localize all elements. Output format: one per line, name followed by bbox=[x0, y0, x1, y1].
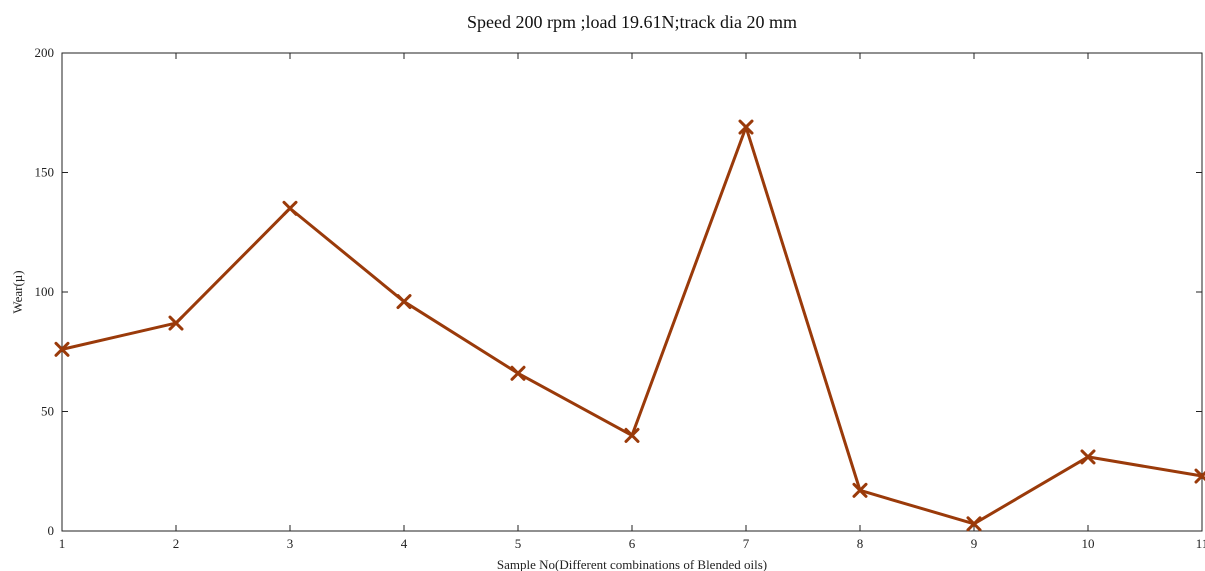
x-tick-label: 3 bbox=[287, 536, 294, 551]
x-tick-label: 2 bbox=[173, 536, 180, 551]
y-tick-label: 200 bbox=[35, 45, 55, 60]
data-point-marker bbox=[624, 427, 640, 443]
x-tick-label: 4 bbox=[401, 536, 408, 551]
data-point-marker bbox=[510, 365, 526, 381]
series-layer bbox=[54, 119, 1205, 532]
data-point-marker bbox=[852, 482, 868, 498]
y-tick-label: 100 bbox=[35, 284, 55, 299]
data-point-marker bbox=[396, 294, 412, 310]
x-tick-label: 1 bbox=[59, 536, 66, 551]
y-axis-ticks: 0 50 100 150 200 bbox=[35, 45, 1202, 538]
y-axis-title: Wear(µ) bbox=[10, 270, 25, 313]
x-tick-label: 5 bbox=[515, 536, 522, 551]
y-tick-label: 150 bbox=[35, 165, 55, 180]
x-axis-title: Sample No(Different combinations of Blen… bbox=[497, 557, 767, 571]
x-tick-label: 8 bbox=[857, 536, 864, 551]
x-tick-label: 9 bbox=[971, 536, 978, 551]
data-point-marker bbox=[282, 200, 298, 216]
x-tick-label: 11 bbox=[1196, 536, 1205, 551]
data-point-marker bbox=[738, 119, 754, 135]
data-point-marker bbox=[1194, 468, 1205, 484]
data-point-marker bbox=[54, 341, 70, 357]
data-point-marker bbox=[1080, 449, 1096, 465]
x-tick-label: 7 bbox=[743, 536, 750, 551]
data-point-marker bbox=[168, 315, 184, 331]
series-line bbox=[61, 125, 1203, 526]
y-tick-label: 50 bbox=[41, 404, 54, 419]
x-axis-ticks: 1 2 3 4 5 6 7 8 9 10 11 bbox=[59, 53, 1205, 551]
y-tick-label: 0 bbox=[48, 523, 55, 538]
data-point-marker bbox=[966, 516, 982, 532]
x-tick-label: 10 bbox=[1082, 536, 1095, 551]
plot-frame bbox=[61, 52, 1203, 532]
x-tick-label: 6 bbox=[629, 536, 636, 551]
chart-title: Speed 200 rpm ;load 19.61N;track dia 20 … bbox=[467, 12, 797, 32]
